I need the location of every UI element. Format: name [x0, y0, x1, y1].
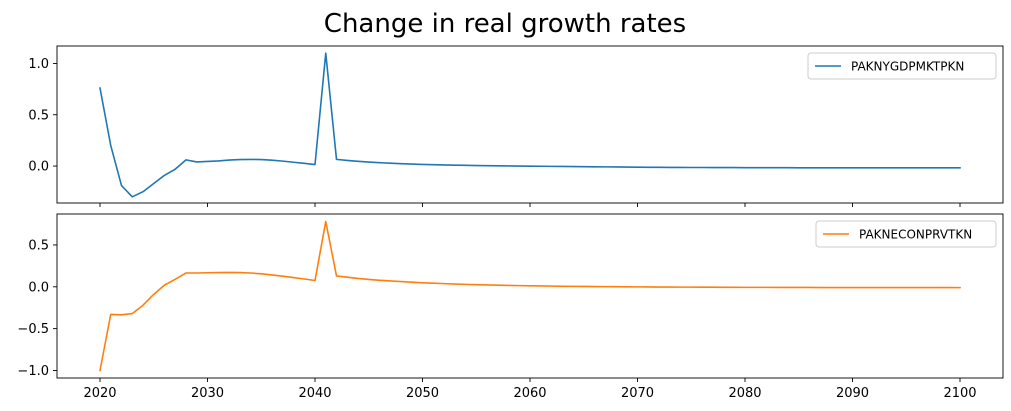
legend: PAKNYGDPMKTPKN — [807, 52, 997, 80]
x-tick-label: 2040 — [298, 386, 331, 401]
legend-box — [807, 52, 997, 80]
series-line-1-1 — [99, 52, 961, 198]
x-tick-label: 2030 — [191, 386, 224, 401]
y-tick-label: 0.5 — [28, 238, 49, 253]
legend-box — [815, 220, 997, 248]
panel-1: 0.0 0.5 1.0 PAKNYGDPMKTPKN — [28, 45, 1004, 207]
y-tick-label: −0.5 — [17, 322, 49, 337]
y-tick-label: 0.0 — [28, 280, 49, 295]
legend: PAKNECONPRVTKN — [815, 220, 997, 248]
y-tick-label: 0.5 — [28, 108, 49, 123]
chart-title: Change in real growth rates — [324, 9, 686, 39]
x-tick-label: 2070 — [621, 386, 654, 401]
x-tick-label: 2100 — [943, 386, 976, 401]
chart-panels: 0.0 0.5 1.0 PAKNYGDPMKTPKN −1.0 −0.5 0.0 0.5 202… — [17, 45, 1004, 401]
x-tick-label: 2060 — [513, 386, 546, 401]
series-line-2-1 — [99, 220, 961, 372]
x-tick-label: 2090 — [836, 386, 869, 401]
x-tick-label: 2020 — [83, 386, 116, 401]
x-tick-label: 2050 — [406, 386, 439, 401]
y-tick-label: −1.0 — [17, 364, 49, 379]
legend-label: PAKNECONPRVTKN — [859, 228, 972, 242]
legend-label: PAKNYGDPMKTPKN — [851, 60, 964, 74]
y-tick-label: 0.0 — [28, 160, 49, 175]
y-tick-label: 1.0 — [28, 57, 49, 72]
x-tick-label: 2080 — [728, 386, 761, 401]
panel-2: −1.0 −0.5 0.0 0.5 2020 2030 2040 2050 2060 2070 20… — [17, 213, 1004, 401]
